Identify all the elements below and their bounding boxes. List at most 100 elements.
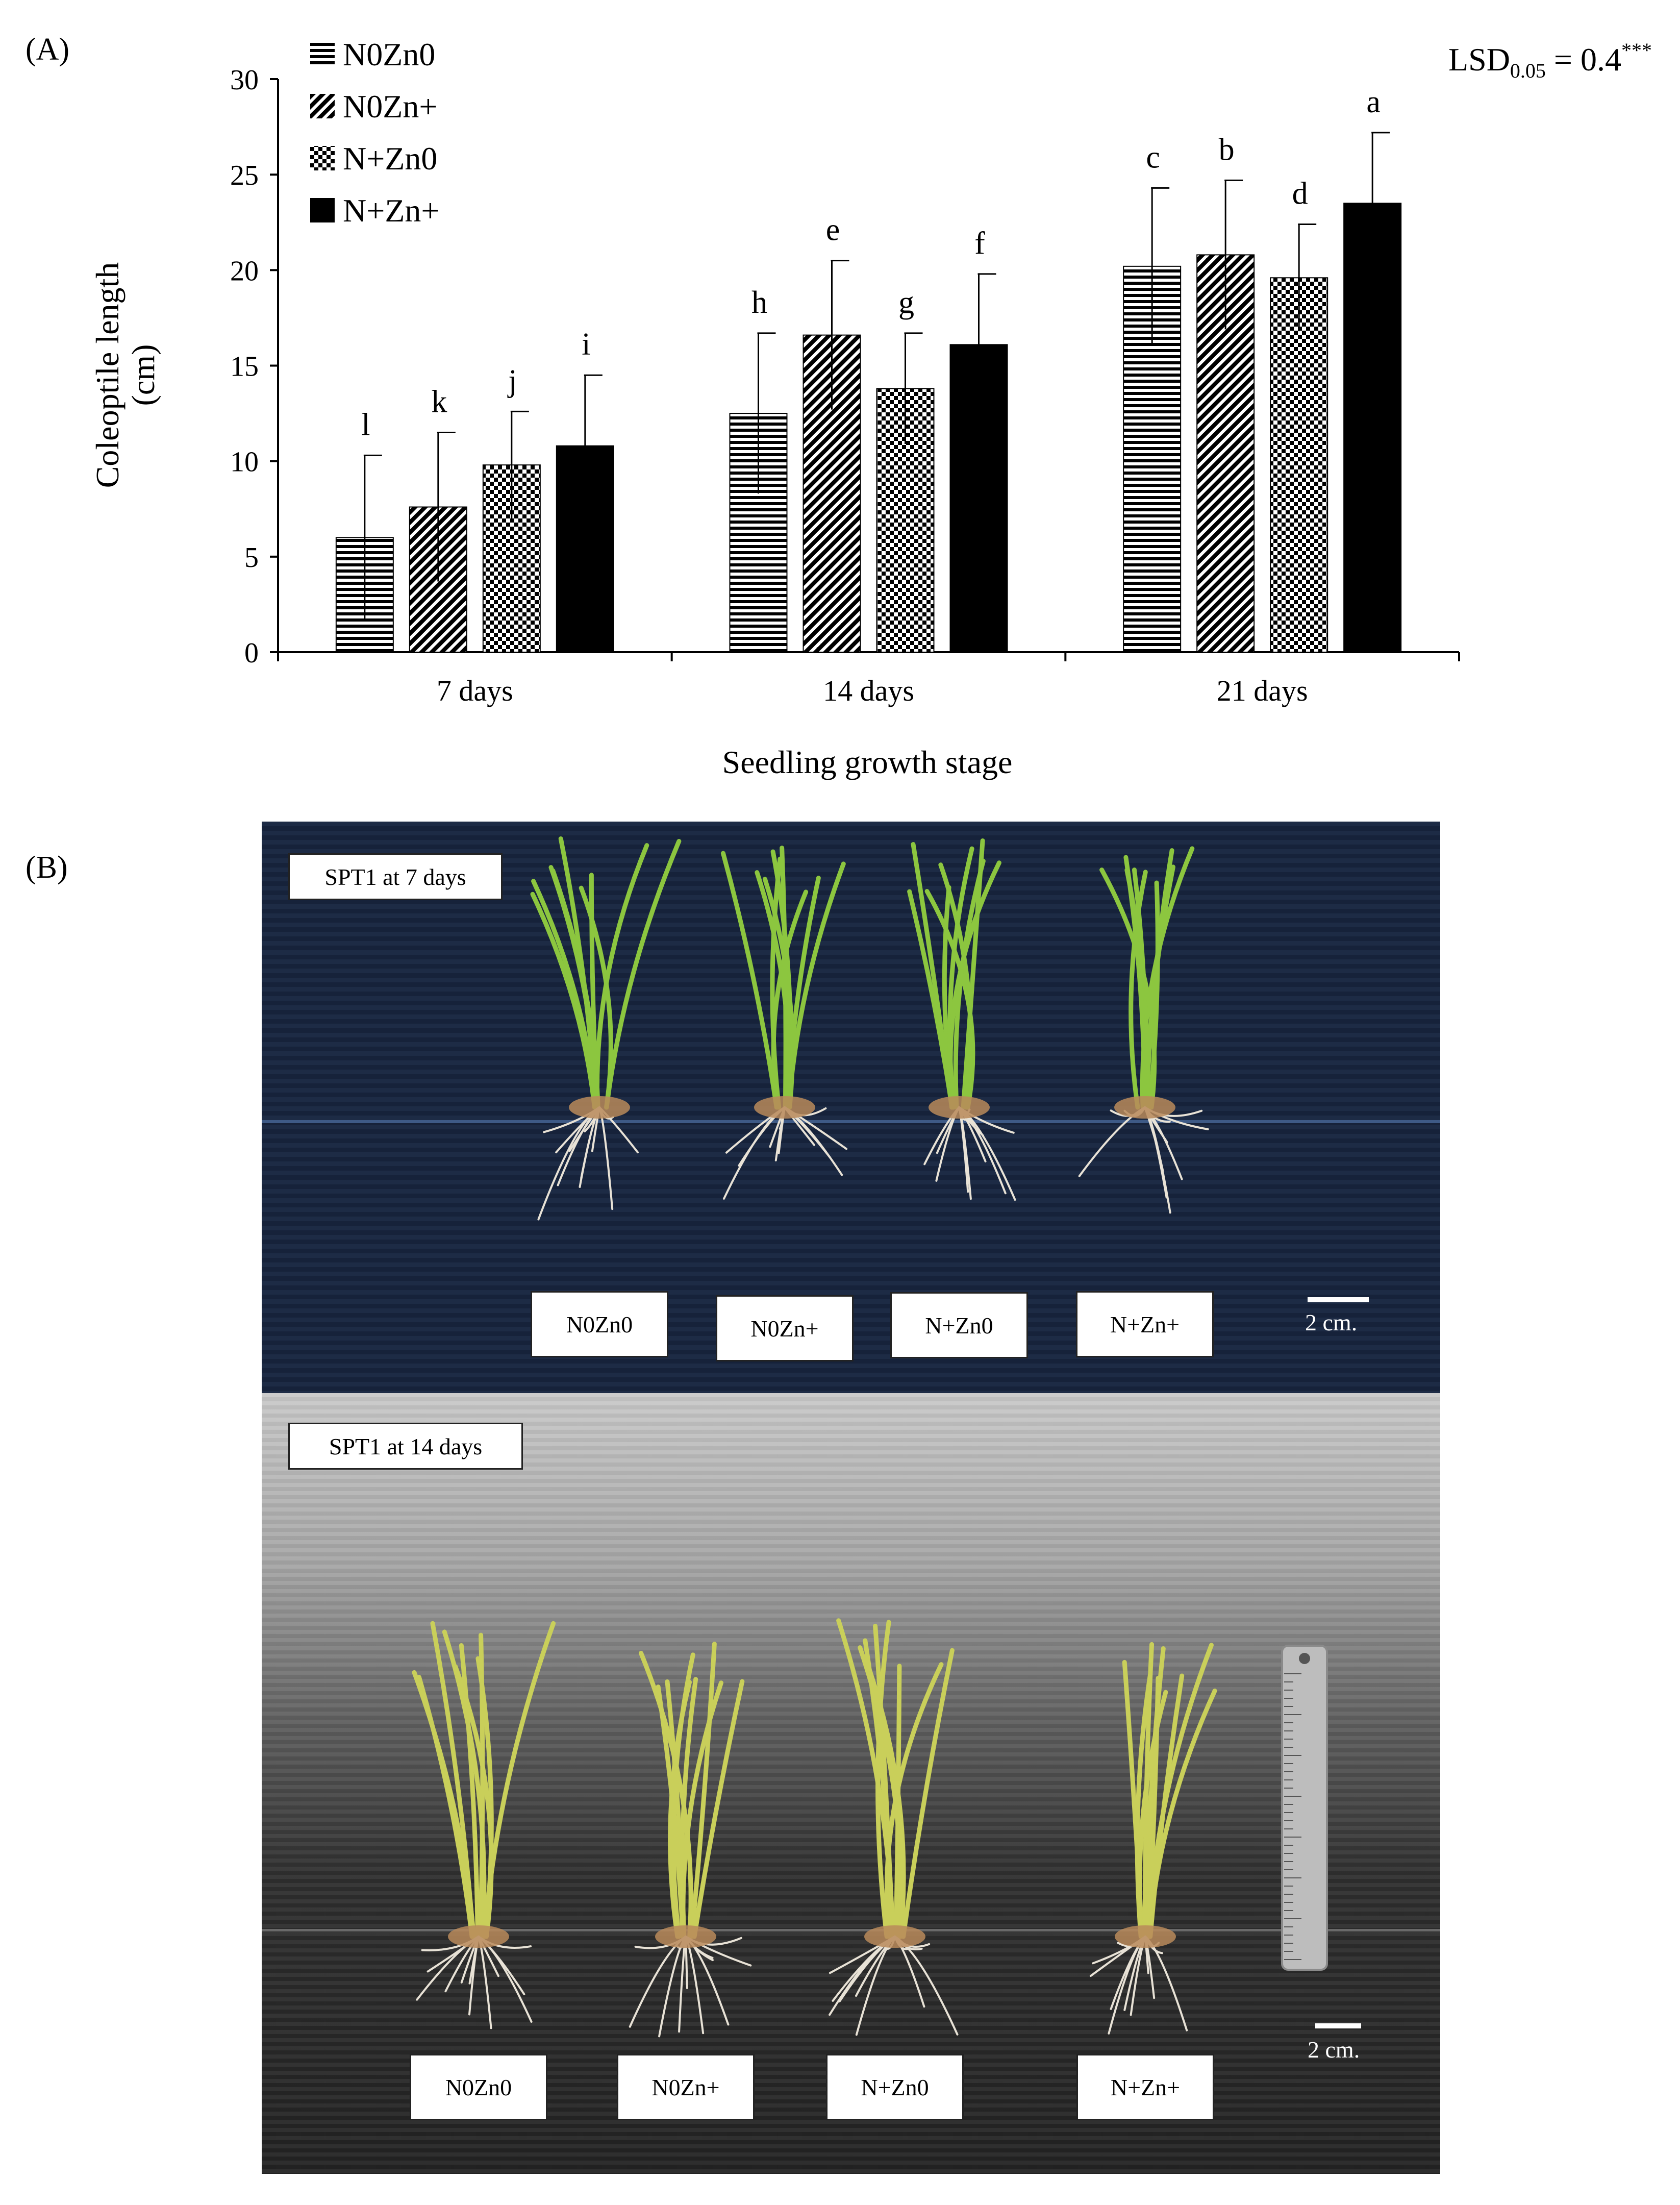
seedling-illustration — [412, 836, 1369, 2038]
tag-7d-n+zn0: N+Zn0 — [890, 1292, 1028, 1358]
seedling-base — [929, 1096, 990, 1119]
legend-swatch — [310, 198, 335, 222]
y-tick-label: 30 — [230, 64, 259, 96]
seedling-leaf — [901, 1648, 955, 1939]
seedling-base — [569, 1096, 630, 1119]
tag-14d-n+zn+: N+Zn+ — [1076, 2054, 1214, 2120]
seedling-leaf — [430, 1621, 476, 1939]
seedling-leaf — [836, 1618, 895, 1939]
seedling-base — [754, 1096, 815, 1119]
tag-14d-n+zn0: N+Zn0 — [826, 2054, 964, 2120]
significance-letter: d — [1292, 176, 1308, 211]
seedling-base — [1114, 1096, 1175, 1119]
significance-letter: j — [507, 363, 517, 398]
seedling-leaf — [459, 1643, 480, 1939]
significance-letter: e — [826, 213, 840, 247]
legend-label: N0Zn0 — [343, 36, 435, 72]
significance-letter: g — [898, 285, 914, 320]
panel-b-label: (B) — [26, 850, 68, 885]
lsd-text: LSD — [1448, 41, 1510, 78]
scale-bar-bottom — [1315, 2023, 1361, 2028]
x-axis: 7 days 14 days 21 days — [277, 651, 1460, 707]
seedling-leaf — [953, 858, 986, 1110]
seedling-leaf — [961, 838, 985, 1110]
y-tick-label: 5 — [244, 542, 259, 574]
seedling-leaf — [947, 846, 974, 1110]
panel-a-label: (A) — [26, 32, 70, 67]
seedling-photo: SPT1 at 7 days SPT1 at 14 days N0Zn0 N0Z… — [262, 822, 1440, 2174]
legend-swatch — [310, 146, 335, 170]
y-tick-label: 20 — [230, 255, 259, 287]
seedling-root — [598, 1106, 614, 1210]
seedling-root — [629, 1936, 687, 2028]
seedling-leaf — [416, 1674, 474, 1939]
seedling-leaf — [785, 876, 821, 1110]
y-tick-label: 10 — [230, 447, 259, 478]
seedlings-7-days — [530, 836, 1209, 1221]
seedling-leaf — [893, 1664, 902, 1939]
seedling-leaf — [604, 838, 682, 1110]
seedling-leaf — [1146, 1676, 1161, 1939]
seedling-leaf — [482, 1621, 556, 1939]
significance-letter: h — [751, 285, 767, 320]
seedling-leaf — [453, 1664, 494, 1939]
significance-letter: l — [361, 407, 370, 442]
tag-14d-n0zn+: N0Zn+ — [617, 2054, 755, 2120]
seedling-leaf — [689, 1641, 717, 1939]
board-seam-top — [262, 1120, 1440, 1123]
significance-letter: f — [974, 226, 985, 261]
seedling-leaf — [639, 1651, 693, 1939]
seedlings-14-days — [412, 1618, 1217, 2038]
y-axis: 0 5 10 15 20 25 30 — [230, 64, 279, 669]
significance-letter: i — [582, 327, 590, 362]
significance-letter: c — [1146, 140, 1160, 175]
photo-title-7-days: SPT1 at 7 days — [288, 853, 503, 900]
x-tick-label: 14 days — [823, 674, 914, 707]
ruler — [1281, 1645, 1328, 1971]
seedling-leaf — [780, 846, 788, 1110]
seedling-leaf — [1123, 855, 1147, 1110]
board-seam-bottom — [262, 1929, 1440, 1931]
tag-7d-n+zn+: N+Zn+ — [1076, 1291, 1214, 1357]
y-tick-label: 15 — [230, 351, 259, 383]
tag-7d-n0zn+: N0Zn+ — [716, 1295, 854, 1361]
x-tick-label: 7 days — [437, 674, 513, 707]
seedling-leaf — [1142, 1642, 1155, 1939]
seedling-base — [448, 1925, 509, 1948]
lsd-superscript: *** — [1621, 39, 1652, 62]
seedling-leaf — [1135, 1672, 1153, 1939]
legend-label: N+Zn0 — [343, 140, 437, 177]
lsd-annotation: LSD0.05 = 0.4*** — [1448, 39, 1652, 82]
seedling-root — [685, 1936, 730, 2026]
photo-title-14-days: SPT1 at 14 days — [288, 1423, 523, 1470]
y-axis-label-line1: Coleoptile length — [89, 262, 126, 488]
seedling-leaf — [579, 885, 613, 1110]
seedling-leaf — [720, 851, 779, 1110]
lsd-value: = 0.4 — [1546, 41, 1621, 78]
bar-chart: 0 5 10 15 20 25 30 7 days 14 days 21 days l h c k e b… — [89, 36, 1652, 780]
y-tick-label: 0 — [244, 637, 259, 669]
seedling-leaf — [858, 1645, 904, 1939]
y-tick-label: 25 — [230, 160, 259, 191]
lsd-subscript: 0.05 — [1510, 59, 1546, 82]
seedling-base — [1115, 1925, 1176, 1948]
seedling-base — [655, 1925, 716, 1948]
seedling-leaf — [938, 862, 973, 1110]
seedling-leaf — [1148, 1673, 1185, 1939]
seedling-leaf — [770, 856, 783, 1110]
scale-label-top: 2 cm. — [1305, 1309, 1358, 1335]
legend-label: N+Zn+ — [343, 192, 440, 229]
legend: N0Zn0 N0Zn+ N+Zn0 N+Zn+ — [310, 36, 440, 229]
seedling-leaf — [656, 1684, 686, 1939]
tag-7d-n0zn0: N0Zn0 — [531, 1291, 668, 1357]
legend-swatch — [310, 42, 335, 66]
significance-letter: a — [1366, 85, 1381, 119]
seedling-leaf — [550, 868, 600, 1110]
legend-swatch — [310, 94, 335, 118]
x-tick-label: 21 days — [1217, 674, 1308, 707]
seedling-leaf — [1129, 870, 1148, 1110]
seedling-leaf — [671, 1652, 695, 1939]
seedling-root — [723, 1106, 786, 1200]
seedling-leaf — [911, 842, 955, 1110]
legend-label: N0Zn+ — [343, 88, 437, 125]
